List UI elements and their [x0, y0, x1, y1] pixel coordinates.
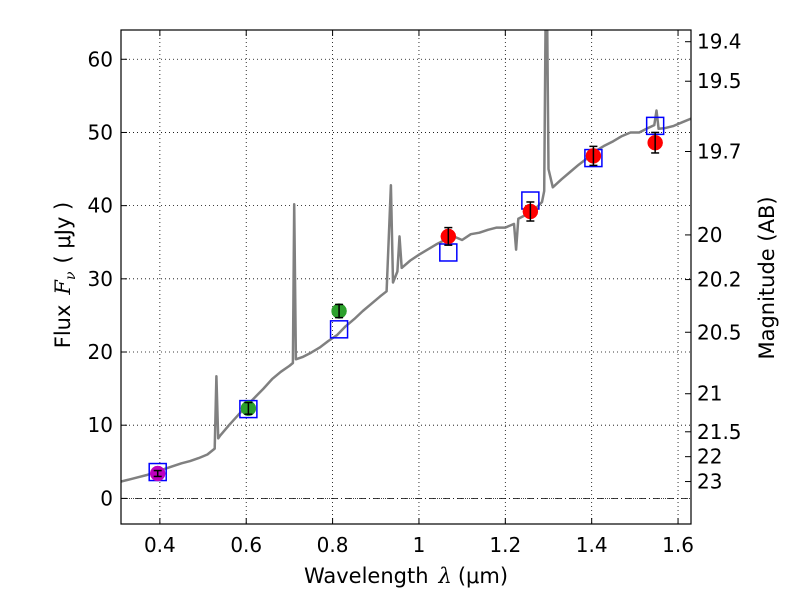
y2-tick-label-2: 19.7 — [697, 139, 742, 163]
y2-tick-label-7: 21.5 — [697, 420, 742, 444]
y2-tick-label-9: 23 — [697, 470, 722, 494]
x-ticks: 0.4 0.6 0.8 1 1.2 1.4 1.6 — [144, 30, 694, 557]
y2-tick-label-4: 20.2 — [697, 268, 742, 292]
x-tick-label-6: 1.6 — [662, 533, 694, 557]
model-point-2 — [329, 320, 349, 339]
observed-points — [149, 131, 663, 482]
x-tick-label-4: 1.2 — [489, 533, 521, 557]
y-tick-label-2: 20 — [88, 340, 113, 364]
y-tick-label-0: 0 — [100, 486, 113, 510]
y-tick-label-5: 50 — [88, 120, 113, 144]
y2-tick-label-5: 20.5 — [697, 320, 742, 344]
y-tick-label-1: 10 — [88, 413, 113, 437]
x-tick-label-0: 0.4 — [144, 533, 176, 557]
x-tick-label-3: 1 — [413, 533, 426, 557]
y-axis-label: FluxFν( μJy ) — [51, 202, 79, 348]
x-axis-label: Wavelength λ (μm) — [304, 564, 508, 588]
y-tick-label-3: 30 — [88, 267, 113, 291]
y2-tick-label-3: 20 — [697, 223, 722, 247]
model-point-1 — [239, 399, 258, 419]
y2-tick-label-8: 22 — [697, 445, 722, 469]
x-tick-label-2: 0.8 — [317, 533, 349, 557]
y-tick-label-6: 60 — [88, 47, 113, 71]
x-tick-label-5: 1.4 — [576, 533, 608, 557]
y2-tick-label-0: 19.4 — [697, 30, 742, 54]
y-tick-label-4: 40 — [88, 194, 113, 218]
x-tick-label-1: 0.6 — [230, 533, 262, 557]
y2-axis-label: Magnitude (AB) — [755, 196, 779, 359]
plot-frame — [120, 29, 692, 525]
y2-tick-label-1: 19.5 — [697, 69, 742, 93]
y-ticks: 0 10 20 30 40 50 60 — [88, 47, 127, 510]
y2-tick-label-6: 21 — [697, 382, 722, 406]
